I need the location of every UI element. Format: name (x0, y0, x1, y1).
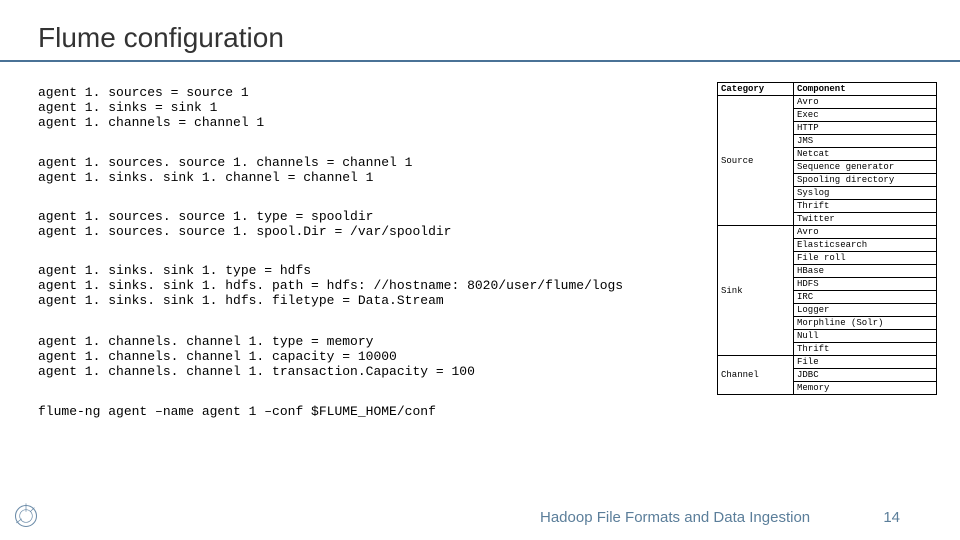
title-underline (0, 60, 960, 62)
component-cell: Morphline (Solr) (794, 317, 937, 330)
header-category: Category (718, 83, 794, 96)
component-cell: Netcat (794, 148, 937, 161)
component-cell: IRC (794, 291, 937, 304)
slide: Flume configuration agent 1. sources = s… (0, 0, 960, 540)
component-cell: Twitter (794, 213, 937, 226)
table-row: ChannelFile (718, 356, 937, 369)
table-row: SinkAvro (718, 226, 937, 239)
component-cell: HDFS (794, 278, 937, 291)
component-cell: HTTP (794, 122, 937, 135)
config-block-2: agent 1. sources. source 1. channels = c… (38, 156, 412, 186)
component-cell: Sequence generator (794, 161, 937, 174)
category-cell: Channel (718, 356, 794, 395)
component-table: Category Component SourceAvroExecHTTPJMS… (717, 82, 937, 395)
footer-text: Hadoop File Formats and Data Ingestion (540, 509, 810, 526)
page-number: 14 (883, 509, 900, 526)
config-block-1: agent 1. sources = source 1 agent 1. sin… (38, 86, 264, 131)
config-block-4: agent 1. sinks. sink 1. type = hdfs agen… (38, 264, 623, 309)
slide-title: Flume configuration (38, 22, 960, 54)
component-cell: Elasticsearch (794, 239, 937, 252)
component-cell: Null (794, 330, 937, 343)
cern-logo (12, 502, 40, 530)
component-cell: HBase (794, 265, 937, 278)
header-component: Component (794, 83, 937, 96)
title-bar: Flume configuration (38, 22, 960, 54)
category-cell: Source (718, 96, 794, 226)
component-cell: JDBC (794, 369, 937, 382)
table-row: SourceAvro (718, 96, 937, 109)
component-cell: File (794, 356, 937, 369)
component-cell: Spooling directory (794, 174, 937, 187)
config-block-6: flume-ng agent –name agent 1 –conf $FLUM… (38, 405, 436, 420)
category-cell: Sink (718, 226, 794, 356)
config-block-5: agent 1. channels. channel 1. type = mem… (38, 335, 475, 380)
component-cell: Syslog (794, 187, 937, 200)
config-block-3: agent 1. sources. source 1. type = spool… (38, 210, 451, 240)
component-cell: Avro (794, 226, 937, 239)
table-header-row: Category Component (718, 83, 937, 96)
component-cell: Thrift (794, 343, 937, 356)
component-cell: JMS (794, 135, 937, 148)
component-cell: Memory (794, 382, 937, 395)
component-cell: Avro (794, 96, 937, 109)
component-cell: Thrift (794, 200, 937, 213)
component-cell: Exec (794, 109, 937, 122)
component-cell: File roll (794, 252, 937, 265)
component-cell: Logger (794, 304, 937, 317)
